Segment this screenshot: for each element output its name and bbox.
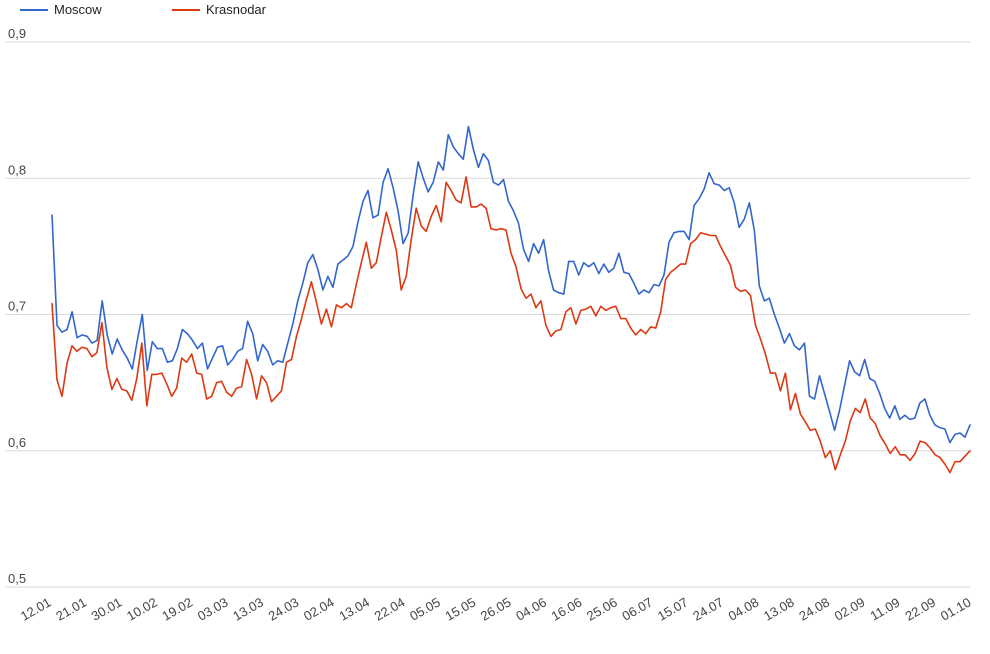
x-tick-label: 03.03 [195,594,231,623]
x-tick-label: 30.01 [89,594,125,623]
series-line-krasnodar [51,176,971,474]
x-tick-label: 10.02 [124,594,160,623]
x-axis-tick-labels: 12.01 21.01 30.01 10.02 19.02 03.03 13.03 24.03… [18,594,974,623]
x-tick-label: 02.09 [832,594,868,623]
series-line-moscow [51,125,971,444]
x-tick-label: 12.01 [18,594,54,623]
y-tick-label: 0,6 [8,435,26,450]
gridlines [5,41,970,588]
x-tick-label: 01.10 [938,594,974,623]
y-axis-tick-labels: 0,5 0,6 0,7 0,8 0,9 [8,26,26,586]
x-tick-label: 24.03 [266,594,302,623]
x-tick-label: 24.07 [690,594,726,623]
x-tick-label: 21.01 [53,594,89,623]
legend-label-moscow: Moscow [54,2,102,17]
legend-label-krasnodar: Krasnodar [206,2,267,17]
x-tick-label: 13.03 [230,594,266,623]
x-tick-label: 15.05 [443,594,479,623]
x-tick-label: 04.08 [726,594,762,623]
x-tick-label: 22.09 [903,594,939,623]
x-tick-label: 26.05 [478,594,514,623]
x-tick-label: 24.08 [796,594,832,623]
y-tick-label: 0,9 [8,26,26,41]
x-tick-label: 19.02 [159,594,195,623]
x-tick-label: 06.07 [619,594,655,623]
x-tick-label: 16.06 [549,594,585,623]
x-tick-label: 13.04 [336,594,372,623]
x-tick-label: 04.06 [513,594,549,623]
y-tick-label: 0,5 [8,571,26,586]
x-tick-label: 02.04 [301,594,337,623]
y-tick-label: 0,7 [8,299,26,314]
x-tick-label: 05.05 [407,594,443,623]
y-tick-label: 0,8 [8,162,26,177]
legend: Moscow Krasnodar [20,2,267,17]
x-tick-label: 25.06 [584,594,620,623]
x-tick-label: 22.04 [372,594,408,623]
series-lines [51,125,971,474]
x-tick-label: 11.09 [868,595,903,624]
x-tick-label: 15.07 [655,594,691,623]
x-tick-label: 13.08 [761,594,797,623]
